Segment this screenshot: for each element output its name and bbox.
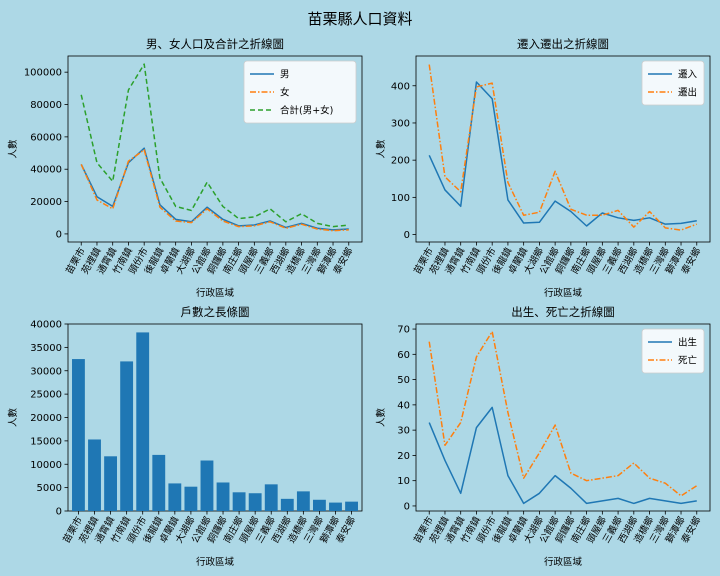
chart-title: 男、女人口及合計之折線圖 bbox=[146, 37, 284, 51]
y-tick-label: 400 bbox=[391, 81, 410, 92]
legend-box bbox=[243, 60, 357, 124]
y-tick-label: 60 bbox=[397, 350, 410, 361]
bar-泰安鄉 bbox=[345, 501, 358, 511]
bar-後龍鎮 bbox=[152, 454, 166, 511]
series-line-1 bbox=[80, 147, 349, 231]
legend-label: 合計(男+女) bbox=[280, 105, 333, 117]
y-tick-label: 40 bbox=[397, 400, 410, 411]
y-tick-label: 0 bbox=[56, 229, 62, 240]
y-tick-label: 60000 bbox=[30, 132, 62, 143]
plot-area bbox=[67, 55, 363, 243]
bar-苑裡鎮 bbox=[88, 439, 101, 511]
figure-title: 苗栗縣人口資料 bbox=[307, 10, 412, 28]
chart-panel-4: 出生、死亡之折線圖010203040506070苗栗市苑裡鎮通霄鎮竹南鎮頭份市後… bbox=[375, 305, 711, 568]
y-tick-label: 5000 bbox=[37, 483, 62, 494]
bar-南庄鄉 bbox=[232, 492, 246, 511]
y-tick-label: 200 bbox=[391, 156, 410, 167]
plot-area bbox=[415, 55, 711, 243]
bar-頭份市 bbox=[136, 332, 150, 511]
y-tick-label: 10 bbox=[397, 476, 410, 487]
y-tick-label: 100 bbox=[391, 193, 410, 204]
bar-卓蘭鎮 bbox=[168, 483, 182, 511]
bar-西湖鄉 bbox=[280, 498, 294, 511]
legend-box bbox=[641, 60, 705, 106]
y-tick-label: 100000 bbox=[24, 68, 62, 79]
bar-獅潭鄉 bbox=[329, 502, 342, 511]
bar-苗栗市 bbox=[72, 359, 85, 511]
chart-panel-1: 男、女人口及合計之折線圖020000400006000080000100000苗… bbox=[7, 37, 363, 299]
y-axis-label: 人數 bbox=[375, 139, 387, 159]
y-tick-label: 15000 bbox=[30, 436, 62, 447]
chart-title: 出生、死亡之折線圖 bbox=[511, 305, 615, 319]
x-axis-label: 行政區域 bbox=[544, 556, 583, 568]
y-tick-label: 0 bbox=[404, 230, 410, 241]
y-tick-label: 20 bbox=[397, 451, 410, 462]
y-tick-label: 10000 bbox=[30, 460, 62, 471]
legend-box bbox=[641, 328, 705, 374]
legend-label: 遷出 bbox=[678, 87, 697, 99]
y-tick-label: 40000 bbox=[30, 165, 62, 176]
y-tick-label: 30 bbox=[397, 426, 410, 437]
legend-label: 遷入 bbox=[678, 70, 698, 81]
legend: 遷入遷出 bbox=[641, 60, 705, 106]
y-tick-label: 20000 bbox=[30, 413, 62, 424]
bar-大湖鄉 bbox=[184, 486, 198, 511]
bar-竹南鎮 bbox=[120, 361, 134, 511]
y-tick-label: 35000 bbox=[30, 343, 62, 354]
bar-通霄鎮 bbox=[104, 456, 117, 511]
bar-三義鄉 bbox=[264, 484, 278, 511]
series-line-2 bbox=[80, 149, 349, 232]
y-axis-label: 人數 bbox=[7, 408, 19, 428]
bar-公館鄉 bbox=[200, 460, 214, 511]
legend-label: 出生 bbox=[678, 337, 698, 349]
y-axis-label: 人數 bbox=[375, 408, 387, 428]
series-line-1 bbox=[428, 81, 697, 227]
legend-label: 女 bbox=[280, 87, 290, 99]
y-tick-label: 70 bbox=[397, 325, 410, 336]
series-line-2 bbox=[428, 64, 698, 231]
chart-title: 戶數之長條圖 bbox=[181, 305, 250, 319]
y-tick-label: 30000 bbox=[30, 366, 62, 377]
chart-title: 遷入遷出之折線圖 bbox=[517, 37, 609, 51]
chart-panel-3: 戶數之長條圖 0 5000 10000 15000 20000 25000 30000 3500… bbox=[7, 305, 363, 568]
x-axis-label: 行政區域 bbox=[196, 556, 235, 568]
y-tick-label: 40000 bbox=[30, 320, 62, 331]
bar-三灣鄉 bbox=[313, 499, 326, 511]
bar-造橋鄉 bbox=[296, 491, 310, 511]
series-line-1 bbox=[428, 406, 697, 505]
series-line-3 bbox=[80, 63, 349, 228]
y-tick-label: 80000 bbox=[30, 100, 62, 111]
y-tick-label: 20000 bbox=[30, 197, 62, 208]
x-axis-label: 行政區域 bbox=[196, 287, 235, 299]
y-axis-label: 人數 bbox=[7, 139, 19, 159]
chart-panel-2: 遷入遷出之折線圖0100200300400苗栗市苑裡鎮通霄鎮竹南鎮頭份市後龍鎮卓… bbox=[375, 37, 711, 299]
y-tick-label: 25000 bbox=[30, 390, 62, 401]
legend-label: 死亡 bbox=[678, 355, 697, 367]
y-tick-label: 300 bbox=[391, 118, 410, 129]
bar-銅鑼鄉 bbox=[216, 482, 230, 511]
y-tick-label: 0 bbox=[56, 507, 62, 518]
series-line-2 bbox=[428, 330, 698, 497]
plot-area bbox=[415, 323, 711, 512]
y-tick-label: 50 bbox=[397, 375, 410, 386]
legend-label: 男 bbox=[280, 70, 290, 81]
x-axis-label: 行政區域 bbox=[544, 287, 583, 299]
bar-頭屋鄉 bbox=[248, 493, 262, 511]
y-tick-label: 0 bbox=[404, 501, 410, 512]
